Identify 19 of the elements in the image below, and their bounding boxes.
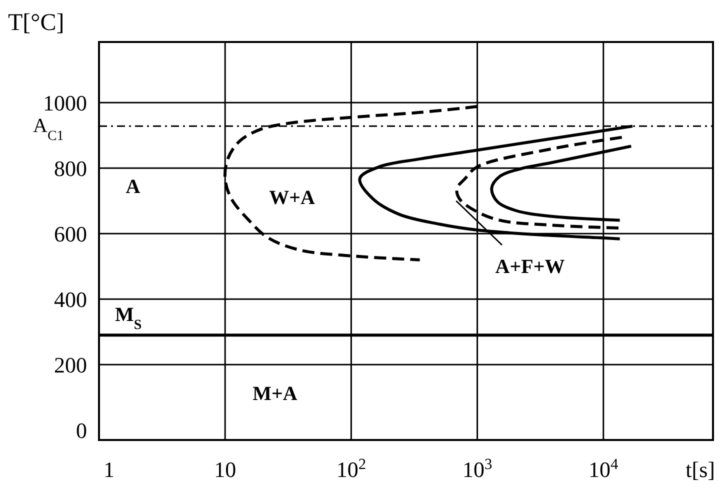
x-tick-label: 10$^{2}$ [336, 456, 366, 482]
y-tick-label: 800 [54, 156, 87, 181]
annotation: A+F+W [495, 256, 565, 278]
y-tick-label: 0 [76, 418, 87, 443]
y-axis-title: T[°C] [8, 10, 64, 36]
x-tick-label: 10 [214, 457, 236, 482]
x-tick-label: 10$^{3}$ [462, 456, 492, 482]
x-tick-label: 10$^{4}$ [588, 456, 619, 482]
annotation: W+A [269, 187, 316, 209]
ref-line-label: M$_{S}$ [115, 304, 142, 333]
x-axis-title: t[s] [686, 457, 715, 482]
y-tick-label: 400 [54, 286, 87, 312]
y-tick-label: 1000 [43, 90, 87, 116]
y-tick-label: 200 [54, 352, 87, 378]
annotation: M+A [252, 383, 298, 405]
y-tick-label: 600 [54, 221, 87, 246]
annotation: A [126, 176, 141, 198]
x-tick-label: 1 [104, 457, 114, 482]
ref-line-label: A$_{C1}$ [33, 115, 64, 144]
